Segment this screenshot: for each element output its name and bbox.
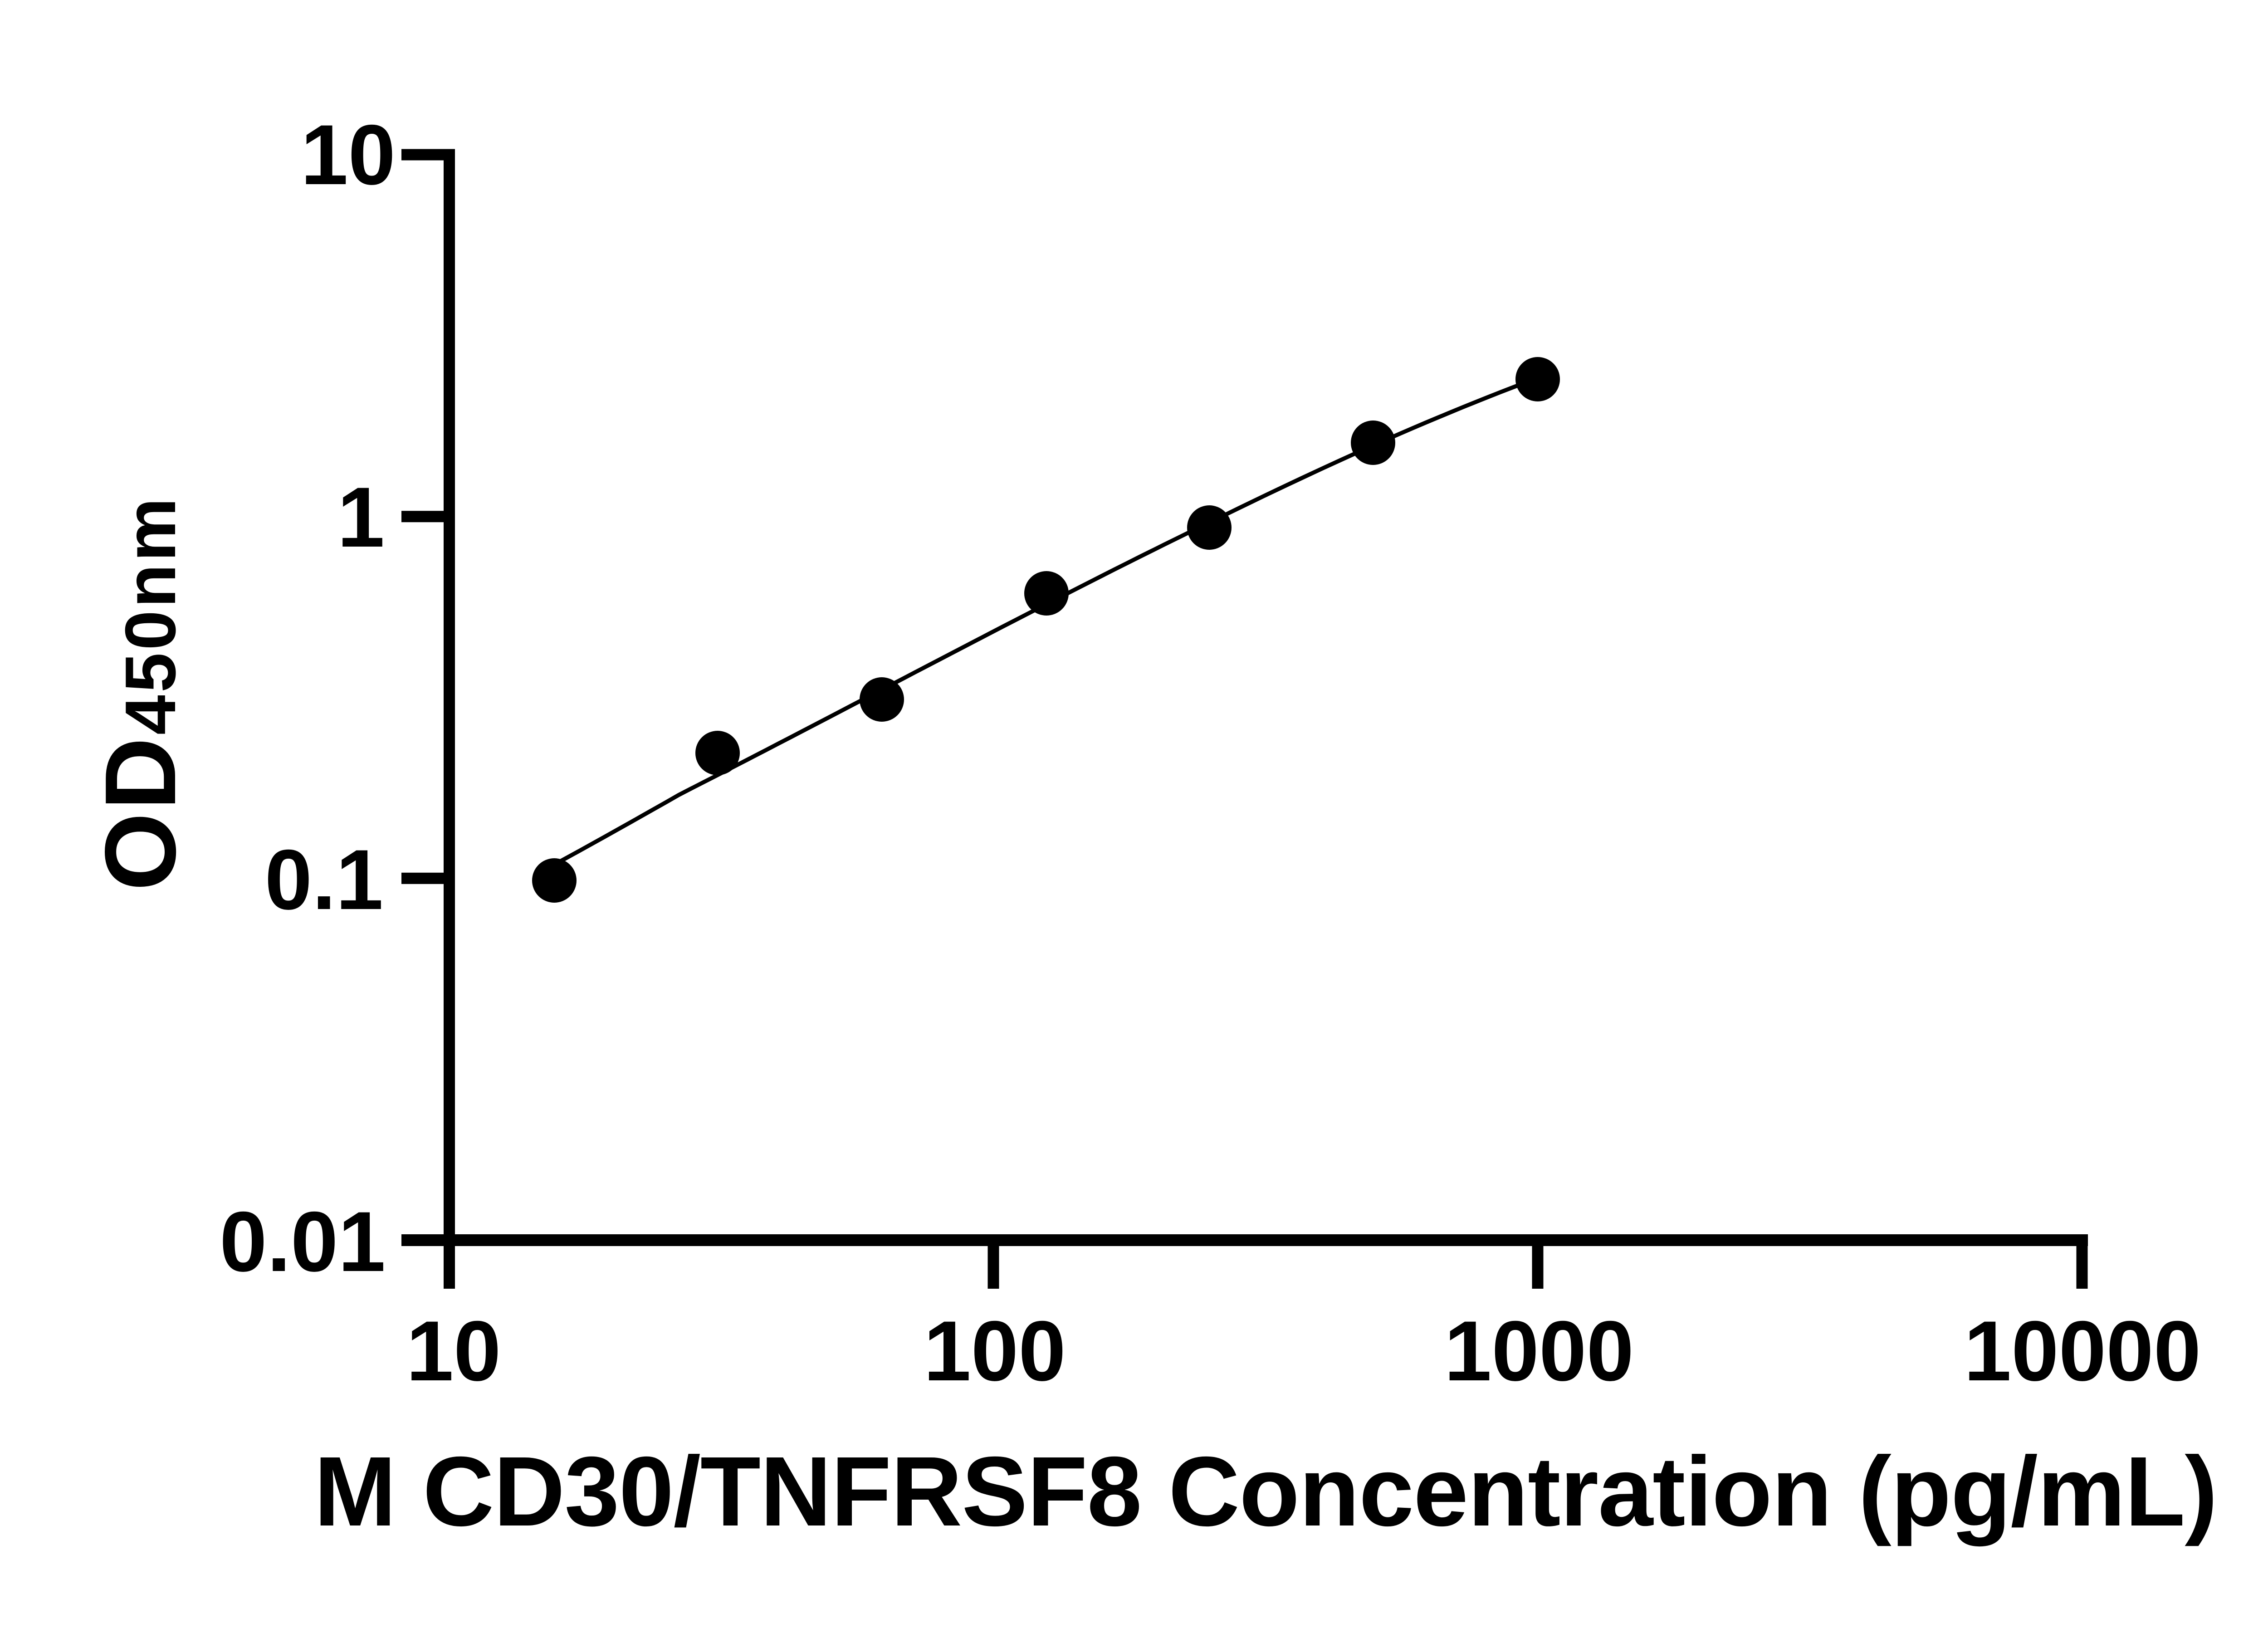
svg-text:100: 100	[924, 1303, 1066, 1398]
svg-text:OD450nm: OD450nm	[84, 495, 197, 891]
svg-text:10000: 10000	[1964, 1303, 2201, 1398]
svg-text:10: 10	[301, 107, 396, 202]
svg-text:0.01: 0.01	[220, 1194, 386, 1289]
svg-text:10: 10	[406, 1303, 501, 1398]
svg-text:M CD30/TNFRSF8 Concentration (: M CD30/TNFRSF8 Concentration (pg/mL)	[314, 1437, 2217, 1547]
svg-text:0.1: 0.1	[265, 832, 383, 927]
svg-text:1000: 1000	[1444, 1303, 1634, 1398]
svg-text:1: 1	[337, 469, 385, 565]
